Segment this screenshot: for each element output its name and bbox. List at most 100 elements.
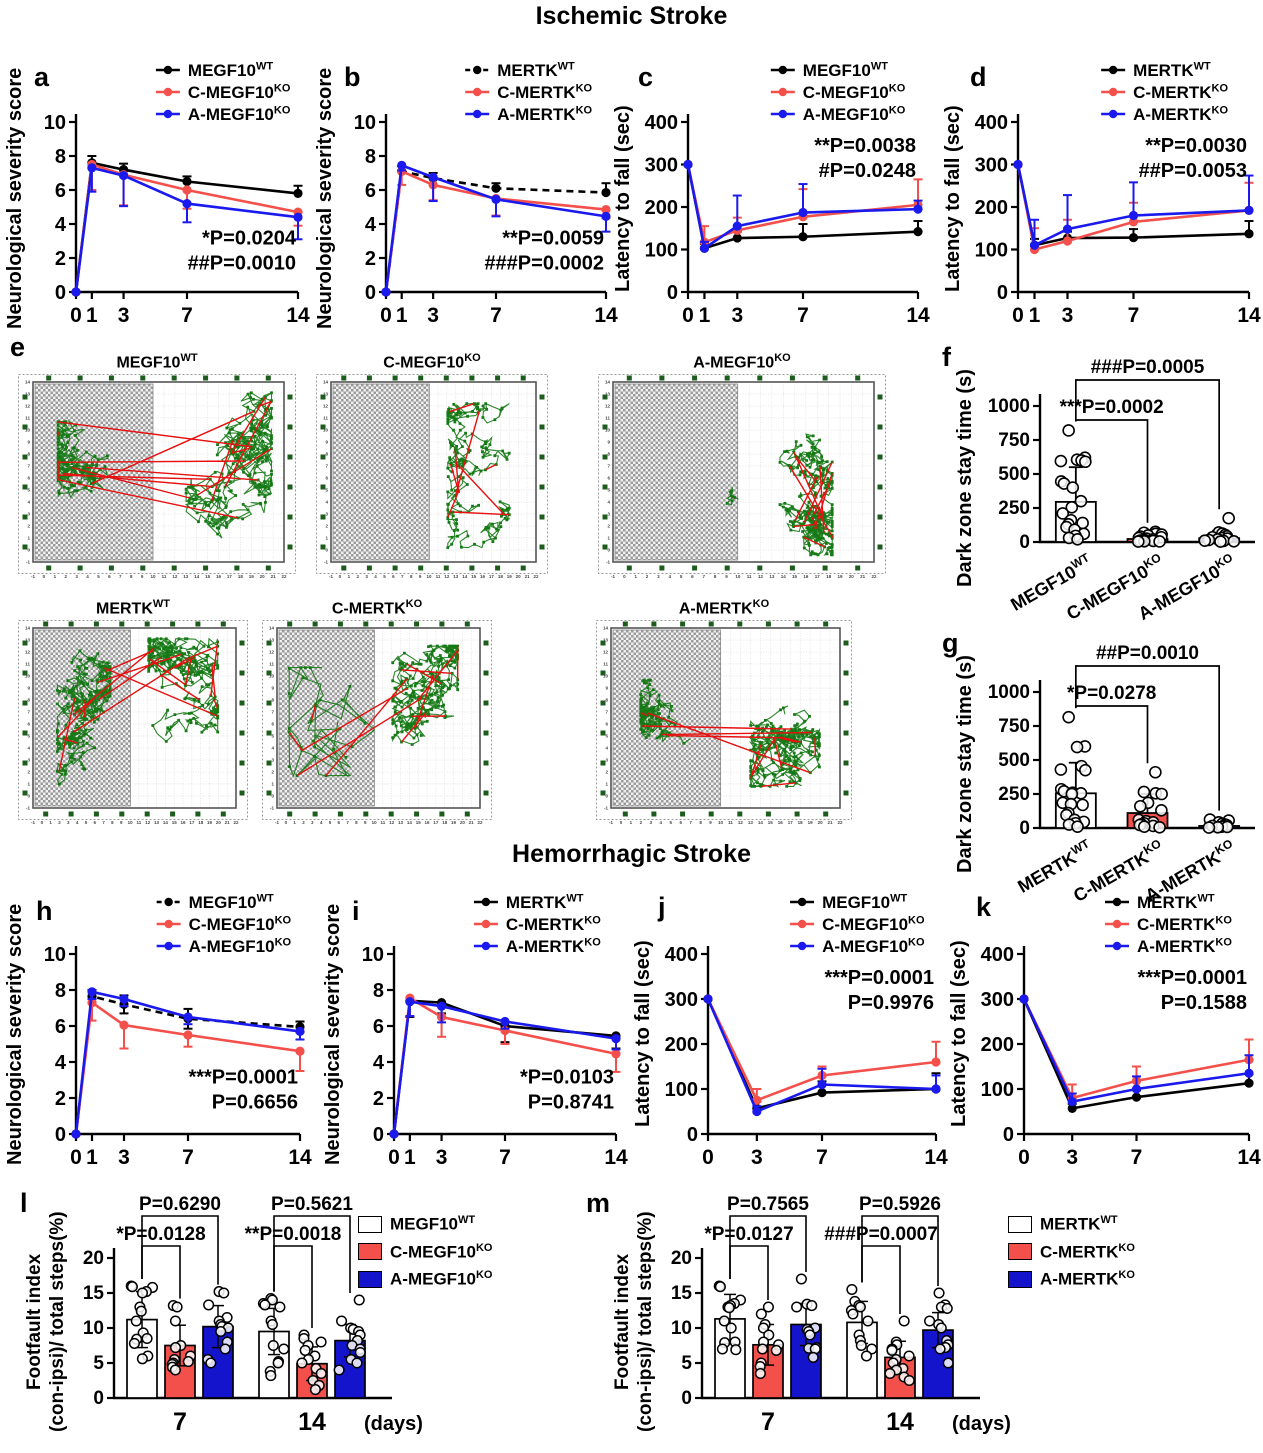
svg-text:12: 12 bbox=[738, 820, 744, 825]
svg-text:1: 1 bbox=[27, 536, 30, 541]
svg-text:4: 4 bbox=[373, 1052, 385, 1074]
svg-text:8: 8 bbox=[373, 980, 384, 1002]
panel-label: l bbox=[20, 1188, 28, 1218]
svg-text:300: 300 bbox=[975, 155, 1008, 177]
svg-text:3: 3 bbox=[311, 820, 314, 825]
legend-item: MEGF10WT bbox=[358, 1214, 492, 1235]
svg-text:200: 200 bbox=[665, 1034, 698, 1056]
svg-text:17: 17 bbox=[189, 820, 195, 825]
svg-text:16: 16 bbox=[778, 820, 784, 825]
svg-text:2: 2 bbox=[605, 770, 608, 775]
svg-text:8: 8 bbox=[27, 452, 30, 457]
svg-text:10: 10 bbox=[603, 674, 609, 679]
svg-text:A-MERTKKO: A-MERTKKO bbox=[1137, 936, 1232, 956]
svg-text:3: 3 bbox=[657, 574, 660, 579]
svg-text:14: 14 bbox=[462, 574, 468, 579]
svg-text:10: 10 bbox=[83, 1318, 104, 1339]
svg-text:11: 11 bbox=[25, 662, 30, 667]
panel-label: m bbox=[586, 1188, 611, 1218]
svg-text:MEGF10WT: MEGF10WT bbox=[188, 60, 273, 80]
svg-text:8: 8 bbox=[271, 698, 274, 703]
svg-text:7: 7 bbox=[271, 710, 274, 715]
svg-text:10: 10 bbox=[323, 428, 329, 433]
svg-text:7: 7 bbox=[1131, 1146, 1143, 1169]
track-canvas: -1 0 1 2 3 4 5 6 7 8 9 10 11 12 13 14 15 16 17 18 19 20 21 22-1… bbox=[316, 374, 548, 579]
svg-text:11: 11 bbox=[323, 416, 328, 421]
legend-swatch bbox=[1008, 1271, 1032, 1289]
svg-text:*P=0.0128: *P=0.0128 bbox=[116, 1224, 205, 1245]
chart-d-canvas: 0 100 200 300 400 0 1 3 7 14 MERTKWTC-MERTKKOA-MER… bbox=[975, 60, 1261, 327]
legend-swatch bbox=[1008, 1215, 1032, 1233]
svg-text:*P=0.0103: *P=0.0103 bbox=[520, 1067, 614, 1089]
svg-text:6: 6 bbox=[365, 180, 376, 202]
svg-text:7: 7 bbox=[27, 710, 30, 715]
svg-text:11: 11 bbox=[436, 574, 441, 579]
svg-text:1: 1 bbox=[49, 820, 52, 825]
svg-text:14: 14 bbox=[605, 380, 611, 385]
svg-text:0: 0 bbox=[997, 282, 1008, 304]
svg-text:11: 11 bbox=[605, 416, 610, 421]
svg-text:13: 13 bbox=[154, 820, 160, 825]
svg-text:4: 4 bbox=[27, 500, 30, 505]
svg-text:8: 8 bbox=[607, 452, 610, 457]
svg-text:C-MERTKKO: C-MERTKKO bbox=[506, 914, 601, 934]
svg-text:-1: -1 bbox=[26, 806, 30, 811]
svg-text:P=0.7565: P=0.7565 bbox=[727, 1194, 809, 1215]
panel-label: b bbox=[344, 62, 361, 92]
svg-text:1: 1 bbox=[634, 574, 637, 579]
svg-text:*P=0.0127: *P=0.0127 bbox=[704, 1224, 793, 1245]
svg-text:8: 8 bbox=[111, 820, 114, 825]
chart-c-canvas: 0 100 200 300 400 0 1 3 7 14 MEGF10WTC-MEGF10KOA-M… bbox=[645, 60, 930, 327]
svg-text:11: 11 bbox=[137, 820, 142, 825]
svg-text:2: 2 bbox=[64, 574, 67, 579]
panel-label: k bbox=[976, 892, 992, 922]
svg-text:13: 13 bbox=[769, 574, 775, 579]
svg-text:3: 3 bbox=[27, 758, 30, 763]
svg-text:*P=0.0278: *P=0.0278 bbox=[1067, 683, 1156, 704]
svg-text:2: 2 bbox=[356, 574, 359, 579]
svg-text:0: 0 bbox=[607, 548, 610, 553]
panel-m: m Footfault index (con-ipsi)/ total step… bbox=[556, 1188, 1136, 1452]
svg-text:100: 100 bbox=[645, 240, 678, 262]
track-mertkwt: MERTKWT -1 0 1 2 3 4 5 6 7 8 9 10 11 12 13 14 15 16 17 18 19… bbox=[18, 598, 248, 834]
svg-text:9: 9 bbox=[607, 440, 610, 445]
svg-text:C-MEGF10KO: C-MEGF10KO bbox=[822, 914, 925, 934]
svg-text:12: 12 bbox=[25, 650, 31, 655]
svg-text:1: 1 bbox=[396, 304, 408, 327]
svg-text:1: 1 bbox=[54, 574, 57, 579]
svg-text:*P=0.0204: *P=0.0204 bbox=[202, 227, 297, 249]
svg-text:-1: -1 bbox=[611, 574, 615, 579]
svg-text:0: 0 bbox=[623, 574, 626, 579]
svg-text:8: 8 bbox=[699, 820, 702, 825]
svg-text:9: 9 bbox=[709, 820, 712, 825]
svg-text:0: 0 bbox=[285, 820, 288, 825]
legend-swatch bbox=[358, 1271, 382, 1289]
svg-text:10: 10 bbox=[25, 674, 31, 679]
svg-text:13: 13 bbox=[269, 638, 275, 643]
svg-text:22: 22 bbox=[281, 574, 287, 579]
legend-m: MERTKWT C-MERTKKO A-MERTKKO bbox=[1008, 1214, 1135, 1297]
svg-text:7: 7 bbox=[119, 574, 122, 579]
svg-text:MEGF10WT: MEGF10WT bbox=[189, 892, 274, 912]
track-title: C-MEGF10KO bbox=[383, 352, 481, 372]
svg-text:5: 5 bbox=[325, 488, 328, 493]
svg-text:300: 300 bbox=[665, 989, 698, 1011]
svg-text:P=0.6656: P=0.6656 bbox=[212, 1092, 298, 1114]
panel-label: d bbox=[970, 62, 987, 92]
svg-text:13: 13 bbox=[398, 820, 404, 825]
svg-text:750: 750 bbox=[998, 716, 1030, 737]
panel-d: d Latency to fall (sec) 0 100 200 300 400 0 1 3… bbox=[942, 46, 1263, 351]
svg-text:-1: -1 bbox=[275, 820, 279, 825]
svg-text:19: 19 bbox=[207, 820, 213, 825]
svg-text:21: 21 bbox=[469, 820, 475, 825]
svg-text:P=0.8741: P=0.8741 bbox=[528, 1092, 614, 1114]
svg-text:1: 1 bbox=[607, 536, 610, 541]
svg-text:500: 500 bbox=[998, 464, 1030, 485]
svg-text:2: 2 bbox=[271, 770, 274, 775]
svg-text:15: 15 bbox=[83, 1283, 105, 1304]
track-canvas: -1 0 1 2 3 4 5 6 7 8 9 10 11 12 13 14 15 16 17 18 19 20 21 22-1… bbox=[262, 620, 492, 825]
svg-text:6: 6 bbox=[108, 574, 111, 579]
svg-text:2: 2 bbox=[55, 1088, 66, 1110]
svg-text:3: 3 bbox=[436, 1146, 448, 1169]
svg-text:5: 5 bbox=[383, 574, 386, 579]
